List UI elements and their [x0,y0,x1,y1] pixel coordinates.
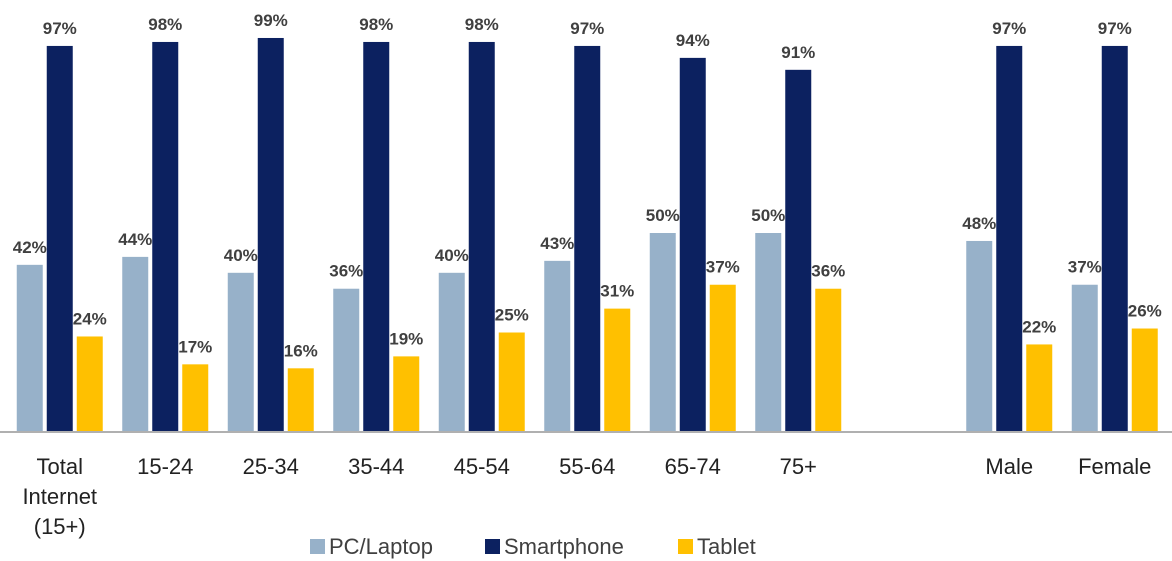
bar [709,284,736,432]
x-tick-label: 35-44 [348,454,405,479]
bar [755,233,782,432]
bar [1131,328,1158,432]
value-label: 36% [811,262,845,281]
bar [574,45,601,432]
bar [152,41,179,433]
bar [604,308,631,432]
bar [996,45,1023,432]
value-label: 25% [495,306,529,325]
value-label: 16% [284,341,318,360]
value-label: 97% [570,19,604,38]
value-label: 91% [781,43,815,62]
bar [393,356,420,432]
value-label: 40% [224,246,258,265]
bar [438,272,465,432]
bar [649,233,676,432]
bar [287,368,314,432]
x-tick-label: Female [1078,454,1152,479]
bar [544,260,571,432]
value-label: 42% [13,238,47,257]
legend-label: Tablet [697,534,756,559]
legend-swatch [678,539,693,554]
bar [16,264,43,432]
bar [257,37,284,432]
value-label: 36% [329,262,363,281]
value-label: 98% [359,15,393,34]
x-tick-label: 65-74 [664,454,721,479]
x-tick-label: Total Internet (15+) [22,454,98,539]
bar [679,57,706,432]
value-label: 37% [706,258,740,277]
value-label: 24% [73,309,107,328]
value-label: 98% [148,15,182,34]
value-label: 19% [389,329,423,348]
bar [815,288,842,432]
bar [363,41,390,433]
value-label: 97% [43,19,77,38]
legend-label: Smartphone [504,534,624,559]
bar [333,288,360,432]
bar [122,256,149,432]
value-label: 97% [1098,19,1132,38]
bar [498,332,525,432]
x-tick-label: 55-64 [559,454,616,479]
bar [182,364,209,432]
x-tick-label: 15-24 [137,454,194,479]
value-label: 22% [1022,317,1056,336]
value-label: 43% [540,234,574,253]
value-label: 50% [646,206,680,225]
value-label: 17% [178,337,212,356]
legend-swatch [485,539,500,554]
bar [468,41,495,433]
value-label: 94% [676,31,710,50]
bar [966,240,993,432]
legend-label: PC/Laptop [329,534,433,559]
x-tick-label: 75+ [779,454,817,479]
bar [1101,45,1128,432]
x-tick-label: Male [985,454,1034,479]
value-label: 97% [992,19,1026,38]
value-label: 99% [254,11,288,30]
value-label: 50% [751,206,785,225]
value-label: 40% [435,246,469,265]
x-tick-label: 25-34 [242,454,299,479]
bar [227,272,254,432]
value-label: 44% [118,230,152,249]
bar [76,336,103,432]
bar [1026,344,1053,432]
legend-swatch [310,539,325,554]
value-label: 48% [962,214,996,233]
value-label: 98% [465,15,499,34]
value-label: 31% [600,282,634,301]
bar [46,45,73,432]
x-tick-label: 45-54 [453,454,510,479]
value-label: 37% [1068,258,1102,277]
value-label: 26% [1128,302,1162,321]
bar [785,69,812,432]
bar [1071,284,1098,432]
